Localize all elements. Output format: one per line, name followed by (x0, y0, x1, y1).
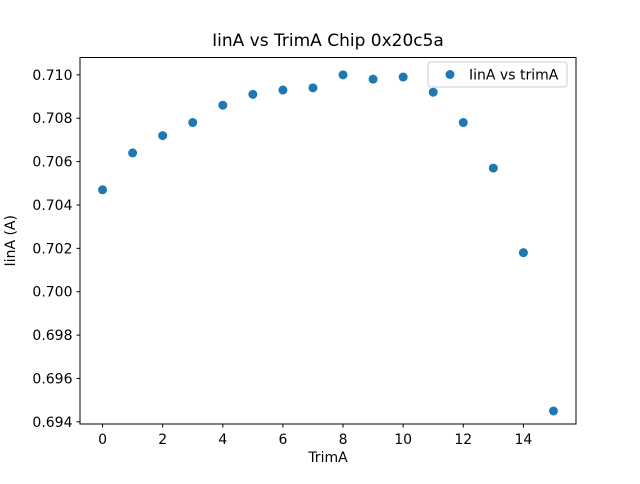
y-tick-label: 0.704 (32, 198, 72, 214)
x-tick-label: 12 (454, 432, 472, 448)
x-tick-label: 10 (394, 432, 412, 448)
x-tick-label: 14 (514, 432, 532, 448)
data-point (278, 85, 288, 95)
data-point (98, 185, 108, 195)
data-point (248, 89, 258, 99)
x-tick-label: 6 (278, 432, 287, 448)
data-point (548, 406, 558, 416)
x-tick-label: 0 (98, 432, 107, 448)
data-point (488, 163, 498, 173)
y-tick-label: 0.694 (32, 415, 72, 431)
y-tick-label: 0.706 (32, 155, 72, 171)
data-point (518, 248, 528, 258)
data-point (458, 118, 468, 128)
data-point (218, 100, 228, 110)
data-point (428, 87, 438, 97)
legend-marker-icon (445, 70, 455, 79)
y-tick-label: 0.708 (32, 111, 72, 127)
y-axis-label: IinA (A) (3, 215, 19, 266)
data-point (188, 118, 198, 128)
data-point (368, 74, 378, 84)
legend-box (427, 61, 568, 88)
y-tick-label: 0.698 (32, 328, 72, 344)
legend: IinA vs trimA (427, 61, 568, 88)
y-tick-label: 0.700 (32, 285, 72, 301)
data-point (338, 70, 348, 80)
plot-area (79, 57, 577, 425)
y-tick-label: 0.710 (32, 68, 72, 84)
data-point (158, 131, 168, 141)
legend-entry-label: IinA vs trimA (469, 68, 559, 84)
chart-title: IinA vs TrimA Chip 0x20c5a (212, 31, 444, 51)
x-tick-label: 4 (218, 432, 227, 448)
x-axis-label: TrimA (307, 450, 348, 466)
y-tick-label: 0.702 (32, 241, 72, 257)
data-point (128, 148, 138, 158)
data-point (398, 72, 408, 82)
x-tick-label: 2 (158, 432, 167, 448)
y-tick-label: 0.696 (32, 371, 72, 387)
x-tick-label: 8 (339, 432, 348, 448)
data-point (308, 83, 318, 93)
